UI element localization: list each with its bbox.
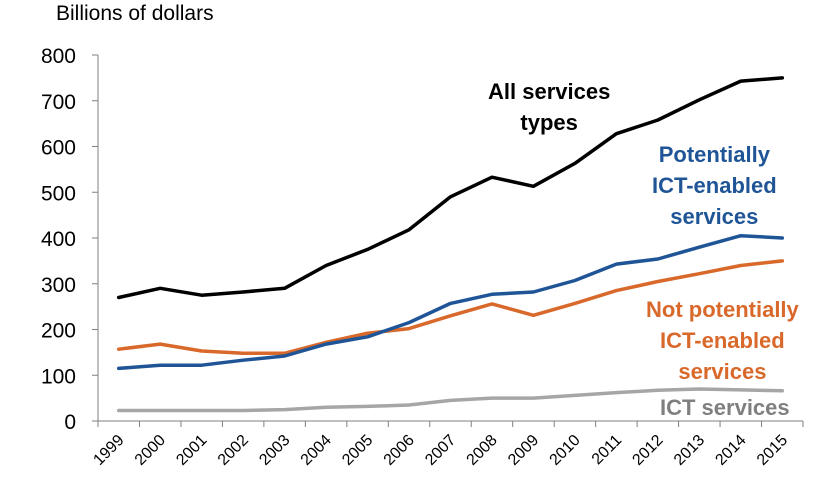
series-label-line: ICT-enabled (660, 328, 785, 353)
series-label-line: types (520, 110, 578, 135)
series-line-ict (116, 387, 785, 413)
series-line-all (116, 76, 785, 300)
x-tick-label: 2002 (215, 432, 252, 469)
series-label-line: Potentially (658, 142, 770, 167)
series-label-line: ICT-enabled (652, 173, 777, 198)
x-tick-label: 2008 (464, 432, 501, 469)
x-tick-label: 2010 (547, 432, 584, 469)
y-tick-label: 800 (41, 45, 76, 68)
y-tick-label: 100 (41, 365, 76, 388)
series-label-line: Not potentially (646, 297, 799, 322)
series-label-ict-services: ICT services (660, 392, 790, 423)
y-tick-label: 600 (41, 137, 76, 160)
series-label-all-services: All services types (488, 76, 610, 138)
x-tick-label: 2007 (422, 432, 459, 469)
x-tick-label: 2014 (712, 432, 749, 469)
y-tick-label: 300 (41, 274, 76, 297)
series-label-line: ICT services (660, 395, 790, 420)
series-label-line: services (678, 359, 767, 384)
x-tick-label: 2011 (589, 432, 625, 468)
x-tick-label: 2009 (505, 432, 542, 469)
x-tick-label: 2012 (629, 432, 666, 469)
x-tick-label: 1999 (90, 432, 127, 469)
x-tick-label: 2001 (173, 432, 210, 469)
x-tick-label: 2006 (381, 432, 418, 469)
y-tick-label: 500 (41, 182, 76, 205)
y-tick-label: 0 (64, 411, 76, 434)
y-tick-label: 200 (41, 320, 76, 343)
x-tick-label: 2000 (132, 432, 169, 469)
x-tick-label: 2003 (256, 432, 293, 469)
series-label-potentially-ict-enabled: Potentially ICT-enabled services (652, 139, 777, 232)
y-tick-label: 700 (41, 91, 76, 114)
x-tick-label: 2015 (754, 432, 791, 469)
series-label-line: services (670, 204, 759, 229)
series-label-not-potentially-ict-enabled: Not potentially ICT-enabled services (642, 294, 803, 387)
series-line-notpotential (116, 259, 785, 356)
series-label-line: All services (488, 79, 611, 104)
y-axis-title: Billions of dollars (56, 2, 214, 25)
x-tick-label: 2013 (671, 432, 708, 469)
x-tick-label: 2004 (298, 432, 335, 469)
x-tick-label: 2005 (339, 432, 376, 469)
y-tick-label: 400 (41, 228, 76, 251)
series-line-potential (116, 233, 785, 371)
